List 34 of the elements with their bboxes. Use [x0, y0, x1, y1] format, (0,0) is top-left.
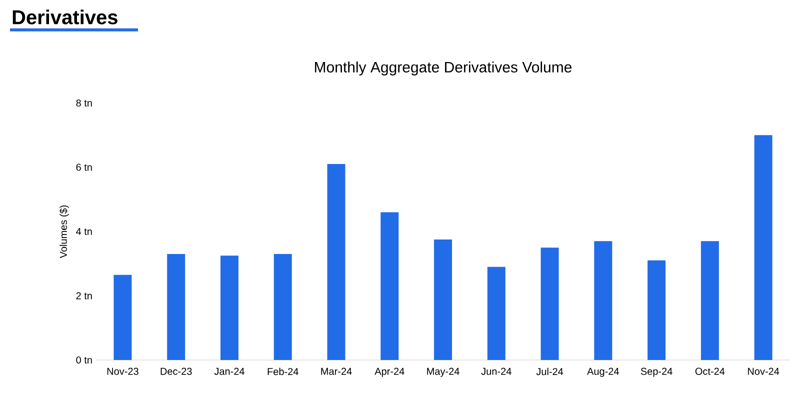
bar [540, 248, 559, 360]
bar [380, 212, 399, 360]
bar [167, 254, 186, 360]
bar [434, 240, 452, 360]
bar [114, 274, 132, 360]
y-tick-label: 4 tn [76, 228, 92, 235]
bar [220, 256, 238, 360]
x-tick-label: Nov-23 [107, 368, 138, 375]
bar [648, 260, 666, 360]
x-tick-label: Dec-23 [160, 368, 192, 375]
chart-title: Monthly Aggregate Derivatives Volume [314, 61, 572, 76]
text: Derivatives [12, 10, 118, 24]
bar [274, 254, 292, 360]
x-tick-label: Jul-24 [536, 368, 564, 376]
y-axis-title: Volumes ($) [59, 205, 69, 258]
bar [487, 266, 506, 360]
x-tick-label: Oct-24 [695, 368, 725, 375]
bar [754, 135, 772, 360]
x-tick-label: Apr-24 [374, 368, 404, 377]
x-tick-label: Feb-24 [268, 368, 298, 376]
x-tick-label: Jun-24 [481, 368, 512, 375]
x-tick-label: Aug-24 [587, 368, 619, 377]
y-tick-label: 6 tn [76, 164, 92, 171]
x-tick-label: Sep-24 [640, 368, 672, 377]
y-tick-label: 0 tn [76, 356, 92, 364]
x-tick-label: May-24 [427, 368, 460, 377]
y-tick-label: 8 tn [76, 99, 92, 107]
x-tick-label: Jan-24 [214, 368, 244, 375]
y-tick-label: 2 tn [76, 292, 92, 300]
bar [594, 241, 612, 360]
x-tick-label: Nov-24 [748, 368, 780, 375]
bar [327, 164, 346, 360]
bar [700, 241, 719, 360]
x-tick-label: Mar-24 [321, 368, 352, 375]
